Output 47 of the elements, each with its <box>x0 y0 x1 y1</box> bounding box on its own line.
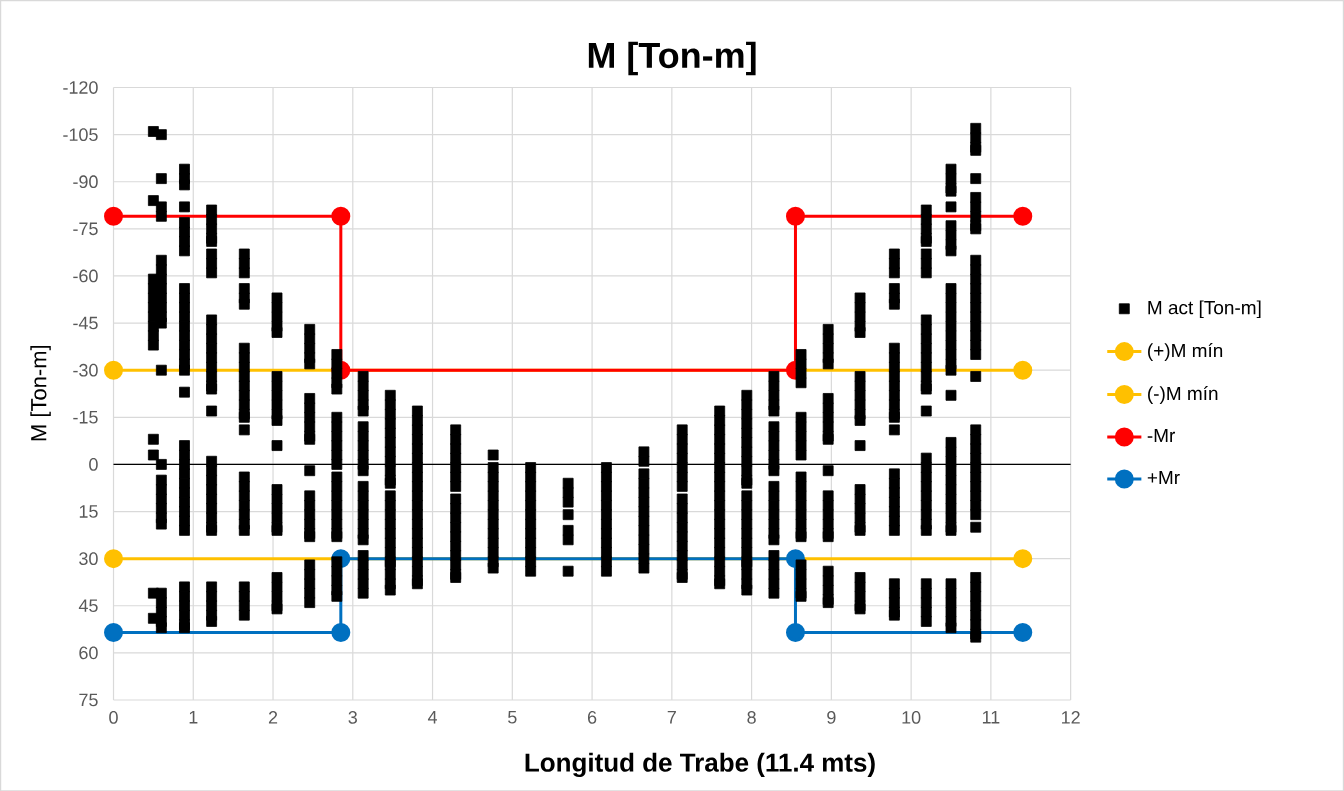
x-tick-label: 1 <box>189 710 198 724</box>
point <box>785 206 805 226</box>
x-tick-label: 5 <box>508 710 517 724</box>
y-tick-label: -120 <box>63 80 98 94</box>
y-tick-label: -90 <box>73 175 98 188</box>
legend-label: M act [Ton-m] <box>1148 300 1261 318</box>
x-tick-label: 7 <box>667 710 676 724</box>
y-tick-label: 15 <box>79 505 98 518</box>
legend-label: (+)M mín <box>1148 342 1223 361</box>
point <box>1013 206 1033 226</box>
y-tick-label: -75 <box>73 222 98 235</box>
x-tick-label: 0 <box>109 710 118 724</box>
x-tick-label: 12 <box>1062 710 1080 724</box>
x-axis-title: Longitud de Trabe (11.4 mts) <box>525 752 875 777</box>
legend-label: +Mr <box>1147 470 1180 484</box>
y-tick-label: 75 <box>79 693 98 707</box>
x-tick-label: 3 <box>348 710 357 724</box>
point <box>331 206 351 226</box>
x-tick-label: 2 <box>268 710 278 724</box>
y-tick-label: -15 <box>73 410 98 424</box>
point <box>1013 622 1033 642</box>
x-tick-label: 8 <box>747 710 756 724</box>
x-tick-label: 10 <box>902 710 921 724</box>
point <box>104 360 123 380</box>
y-axis-title: M [Ton-m] <box>30 345 51 441</box>
chart-title: M [Ton-m] <box>588 41 756 76</box>
point <box>104 206 123 226</box>
y-tick-label: 45 <box>78 599 98 612</box>
y-tick-label: -30 <box>73 363 98 377</box>
point <box>104 548 123 568</box>
y-tick-label: -45 <box>73 316 98 330</box>
legend-label: -Mr <box>1147 428 1176 442</box>
y-tick-label: 30 <box>79 552 98 565</box>
point <box>331 622 351 642</box>
y-tick-label: 0 <box>89 457 98 471</box>
legend-label: (-)M mín <box>1148 385 1218 404</box>
x-tick-label: 9 <box>827 710 836 724</box>
x-tick-label: 11 <box>982 710 1000 724</box>
y-tick-label: -60 <box>73 269 98 283</box>
point <box>104 622 123 642</box>
x-tick-label: 4 <box>427 710 438 724</box>
point <box>785 622 805 642</box>
x-tick-label: 6 <box>587 710 597 724</box>
point <box>1013 360 1033 380</box>
y-tick-label: 60 <box>79 646 98 660</box>
point <box>1013 548 1033 568</box>
y-tick-label: -105 <box>63 128 98 141</box>
